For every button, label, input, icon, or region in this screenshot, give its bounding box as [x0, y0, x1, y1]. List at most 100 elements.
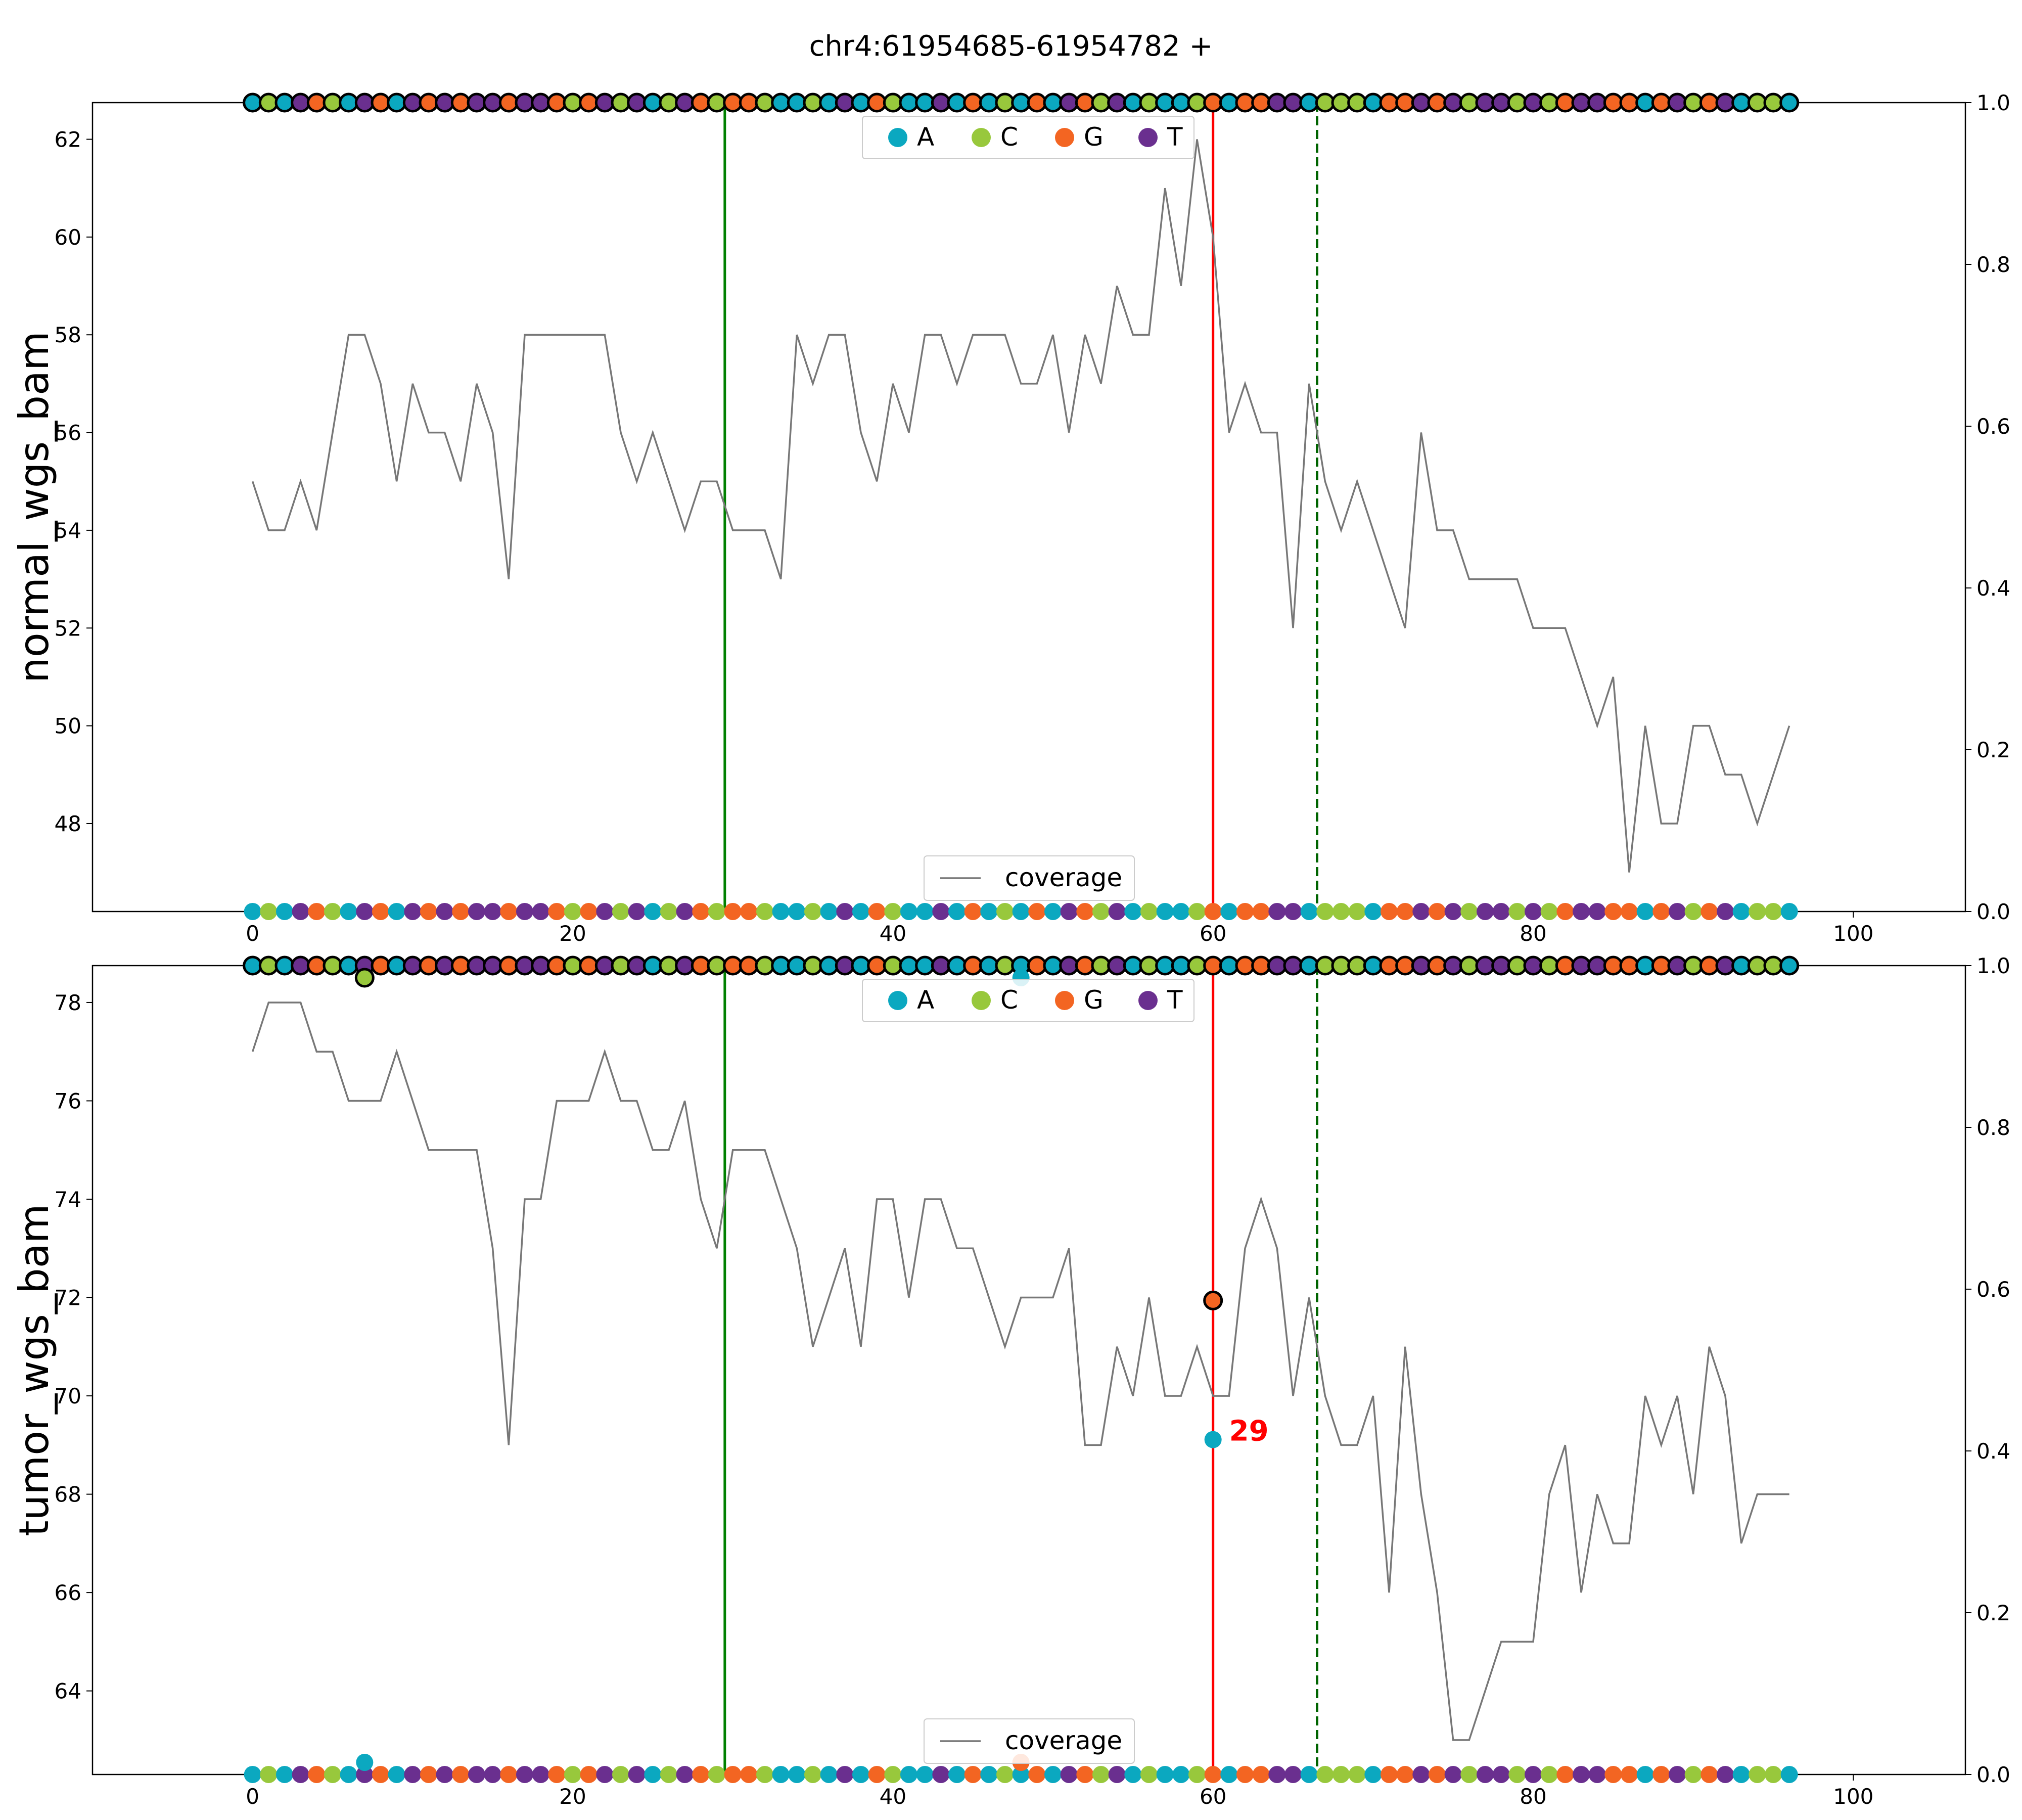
reference-base-point — [1075, 956, 1095, 976]
reference-base-point — [1315, 956, 1335, 976]
reference-base-point — [947, 956, 967, 976]
base-point — [628, 1766, 646, 1783]
base-point — [1717, 903, 1734, 920]
base-point — [1284, 903, 1302, 920]
reference-base-point — [339, 93, 359, 113]
reference-base-point — [1203, 956, 1223, 976]
reference-base-point — [306, 93, 327, 113]
base-point — [1732, 903, 1750, 920]
reference-base-point — [1651, 93, 1671, 113]
x-tick-label: 60 — [1200, 1784, 1226, 1809]
base-point — [324, 903, 341, 920]
base-point — [1732, 1766, 1750, 1783]
reference-base-point — [1203, 93, 1223, 113]
reference-base-point — [1427, 956, 1447, 976]
base-legend — [862, 116, 1194, 159]
base-point — [1381, 1766, 1398, 1783]
reference-base-point — [1043, 93, 1063, 113]
base-point — [1588, 903, 1606, 920]
reference-base-point — [1699, 956, 1719, 976]
base-point — [1284, 1766, 1302, 1783]
right-y-tick-label: 0.6 — [1977, 414, 2010, 439]
base-point — [1060, 1766, 1078, 1783]
reference-base-point — [931, 93, 951, 113]
base-point — [1188, 903, 1206, 920]
reference-base-point — [1459, 956, 1479, 976]
reference-base-point — [371, 956, 391, 976]
base-point — [932, 1766, 950, 1783]
reference-base-point — [1635, 956, 1656, 976]
base-point — [868, 903, 886, 920]
base-point — [1749, 1766, 1766, 1783]
base-point — [292, 903, 309, 920]
base-point — [1172, 903, 1190, 920]
base-point — [996, 903, 1014, 920]
x-tick-label: 60 — [1200, 921, 1226, 946]
variant-base-point — [354, 968, 375, 988]
reference-base-point — [1779, 956, 1800, 976]
base-point — [900, 903, 917, 920]
reference-base-point — [611, 956, 631, 976]
reference-base-point — [707, 956, 727, 976]
reference-base-point — [675, 93, 695, 113]
reference-base-point — [675, 956, 695, 976]
x-tick-label: 20 — [559, 1784, 586, 1809]
base-point — [532, 1766, 549, 1783]
reference-base-point — [1315, 93, 1335, 113]
base-point — [1156, 1766, 1174, 1783]
base-point — [980, 903, 998, 920]
reference-base-point — [963, 93, 983, 113]
legend-marker — [1055, 991, 1074, 1010]
base-point — [820, 1766, 838, 1783]
base-point — [1429, 903, 1446, 920]
base-point — [1604, 903, 1622, 920]
reference-base-point — [995, 956, 1015, 976]
legend-marker — [1055, 128, 1074, 147]
reference-base-point — [243, 93, 263, 113]
base-point — [324, 1766, 341, 1783]
base-point — [1508, 1766, 1526, 1783]
x-tick-label: 40 — [880, 921, 906, 946]
reference-base-point — [435, 956, 455, 976]
reference-base-point — [1587, 956, 1607, 976]
base-point — [1092, 1766, 1110, 1783]
reference-base-point — [1715, 956, 1735, 976]
base-point — [532, 903, 549, 920]
reference-base-point — [1715, 93, 1735, 113]
reference-base-point — [1267, 956, 1287, 976]
axes-frame — [91, 102, 1966, 913]
base-point — [1621, 903, 1638, 920]
right-y-tick-label: 0.0 — [1977, 1762, 2010, 1787]
base-point — [676, 1766, 694, 1783]
base-point — [1477, 903, 1494, 920]
base-point — [980, 1766, 998, 1783]
x-tick-label: 20 — [559, 921, 586, 946]
reference-base-point — [1635, 93, 1656, 113]
base-point — [1556, 903, 1574, 920]
reference-base-point — [771, 93, 791, 113]
y-tick-label: 76 — [55, 1088, 81, 1113]
base-point — [1636, 903, 1654, 920]
base-point — [516, 903, 533, 920]
base-point — [548, 903, 566, 920]
base-point — [1492, 1766, 1510, 1783]
x-tick-label: 0 — [246, 921, 259, 946]
reference-base-point — [883, 956, 903, 976]
base-point — [596, 903, 614, 920]
base-point — [1076, 903, 1094, 920]
reference-base-point — [1347, 93, 1367, 113]
base-point — [692, 1766, 710, 1783]
coverage-legend — [924, 1718, 1135, 1764]
x-tick-label: 80 — [1520, 921, 1546, 946]
right-y-tick-label: 0.6 — [1977, 1277, 2010, 1302]
base-point — [692, 903, 710, 920]
reference-base-point — [659, 93, 679, 113]
reference-base-point — [755, 956, 775, 976]
reference-base-point — [1427, 93, 1447, 113]
base-point — [1156, 903, 1174, 920]
reference-base-point — [1603, 93, 1623, 113]
base-point — [404, 1766, 422, 1783]
reference-base-point — [1507, 956, 1527, 976]
legend-label: T — [1167, 122, 1183, 152]
